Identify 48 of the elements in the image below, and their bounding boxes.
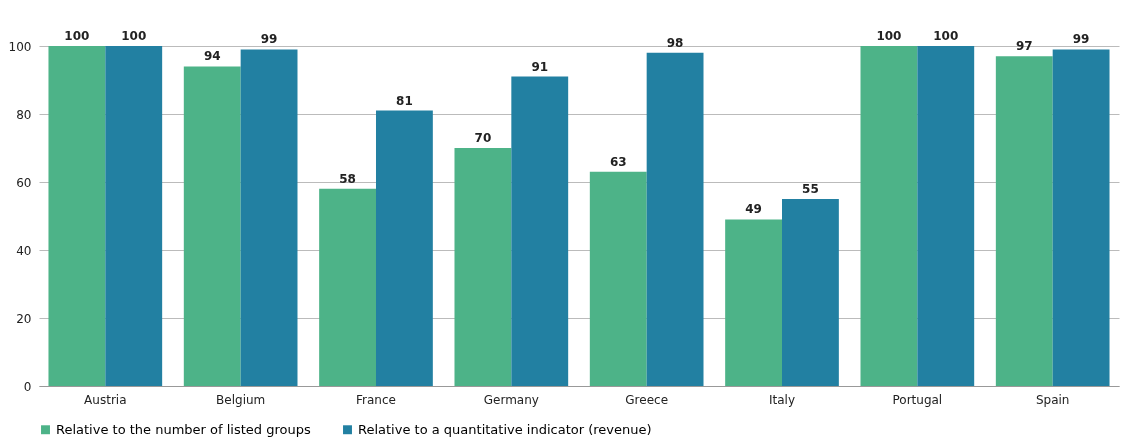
y-tick-label: 20 xyxy=(16,311,32,326)
x-tick-label: Portugal xyxy=(892,392,943,407)
data-label: 70 xyxy=(474,131,492,145)
data-label: 58 xyxy=(339,171,356,186)
legend-label: Relative to the number of listed groups xyxy=(56,421,311,437)
y-tick-label: 60 xyxy=(16,175,32,190)
bar xyxy=(917,46,975,386)
y-tick-label: 80 xyxy=(16,107,32,122)
bar xyxy=(646,52,704,386)
x-tick-label: France xyxy=(356,392,396,407)
data-label: 100 xyxy=(121,29,147,43)
bar xyxy=(48,46,106,386)
x-tick-label: Austria xyxy=(84,392,127,407)
bar xyxy=(1052,49,1110,386)
data-label: 100 xyxy=(933,29,959,43)
x-tick-label: Italy xyxy=(768,392,796,407)
data-label: 98 xyxy=(666,35,684,50)
bar xyxy=(725,219,783,386)
y-tick-label: 100 xyxy=(8,39,32,54)
data-label: 100 xyxy=(876,29,902,43)
data-label: 100 xyxy=(64,29,90,43)
bar xyxy=(105,46,163,386)
x-tick-label: Greece xyxy=(625,392,669,407)
bar xyxy=(240,49,298,386)
data-label: 97 xyxy=(1015,39,1033,54)
data-label: 49 xyxy=(745,202,762,217)
bar xyxy=(183,66,241,386)
data-label: 99 xyxy=(260,32,278,47)
x-tick-label: Germany xyxy=(483,392,539,407)
data-label: 63 xyxy=(609,154,627,169)
bar xyxy=(375,110,433,386)
bar xyxy=(995,56,1053,386)
data-label: 91 xyxy=(531,59,549,74)
data-label: 94 xyxy=(203,49,221,64)
data-label: 81 xyxy=(396,93,413,108)
x-tick-label: Belgium xyxy=(216,392,266,407)
y-tick-label: 0 xyxy=(23,379,32,394)
bar xyxy=(454,148,512,386)
data-label: 99 xyxy=(1072,32,1090,47)
bar xyxy=(319,188,376,386)
data-label: 55 xyxy=(802,182,819,196)
bar xyxy=(589,171,647,386)
bar xyxy=(860,46,918,386)
bar xyxy=(511,76,569,386)
x-tick-label: Spain xyxy=(1035,392,1070,407)
bar xyxy=(782,199,839,386)
y-tick-label: 40 xyxy=(16,243,32,258)
legend-label: Relative to a quantitative indicator (revenue) xyxy=(358,421,652,437)
